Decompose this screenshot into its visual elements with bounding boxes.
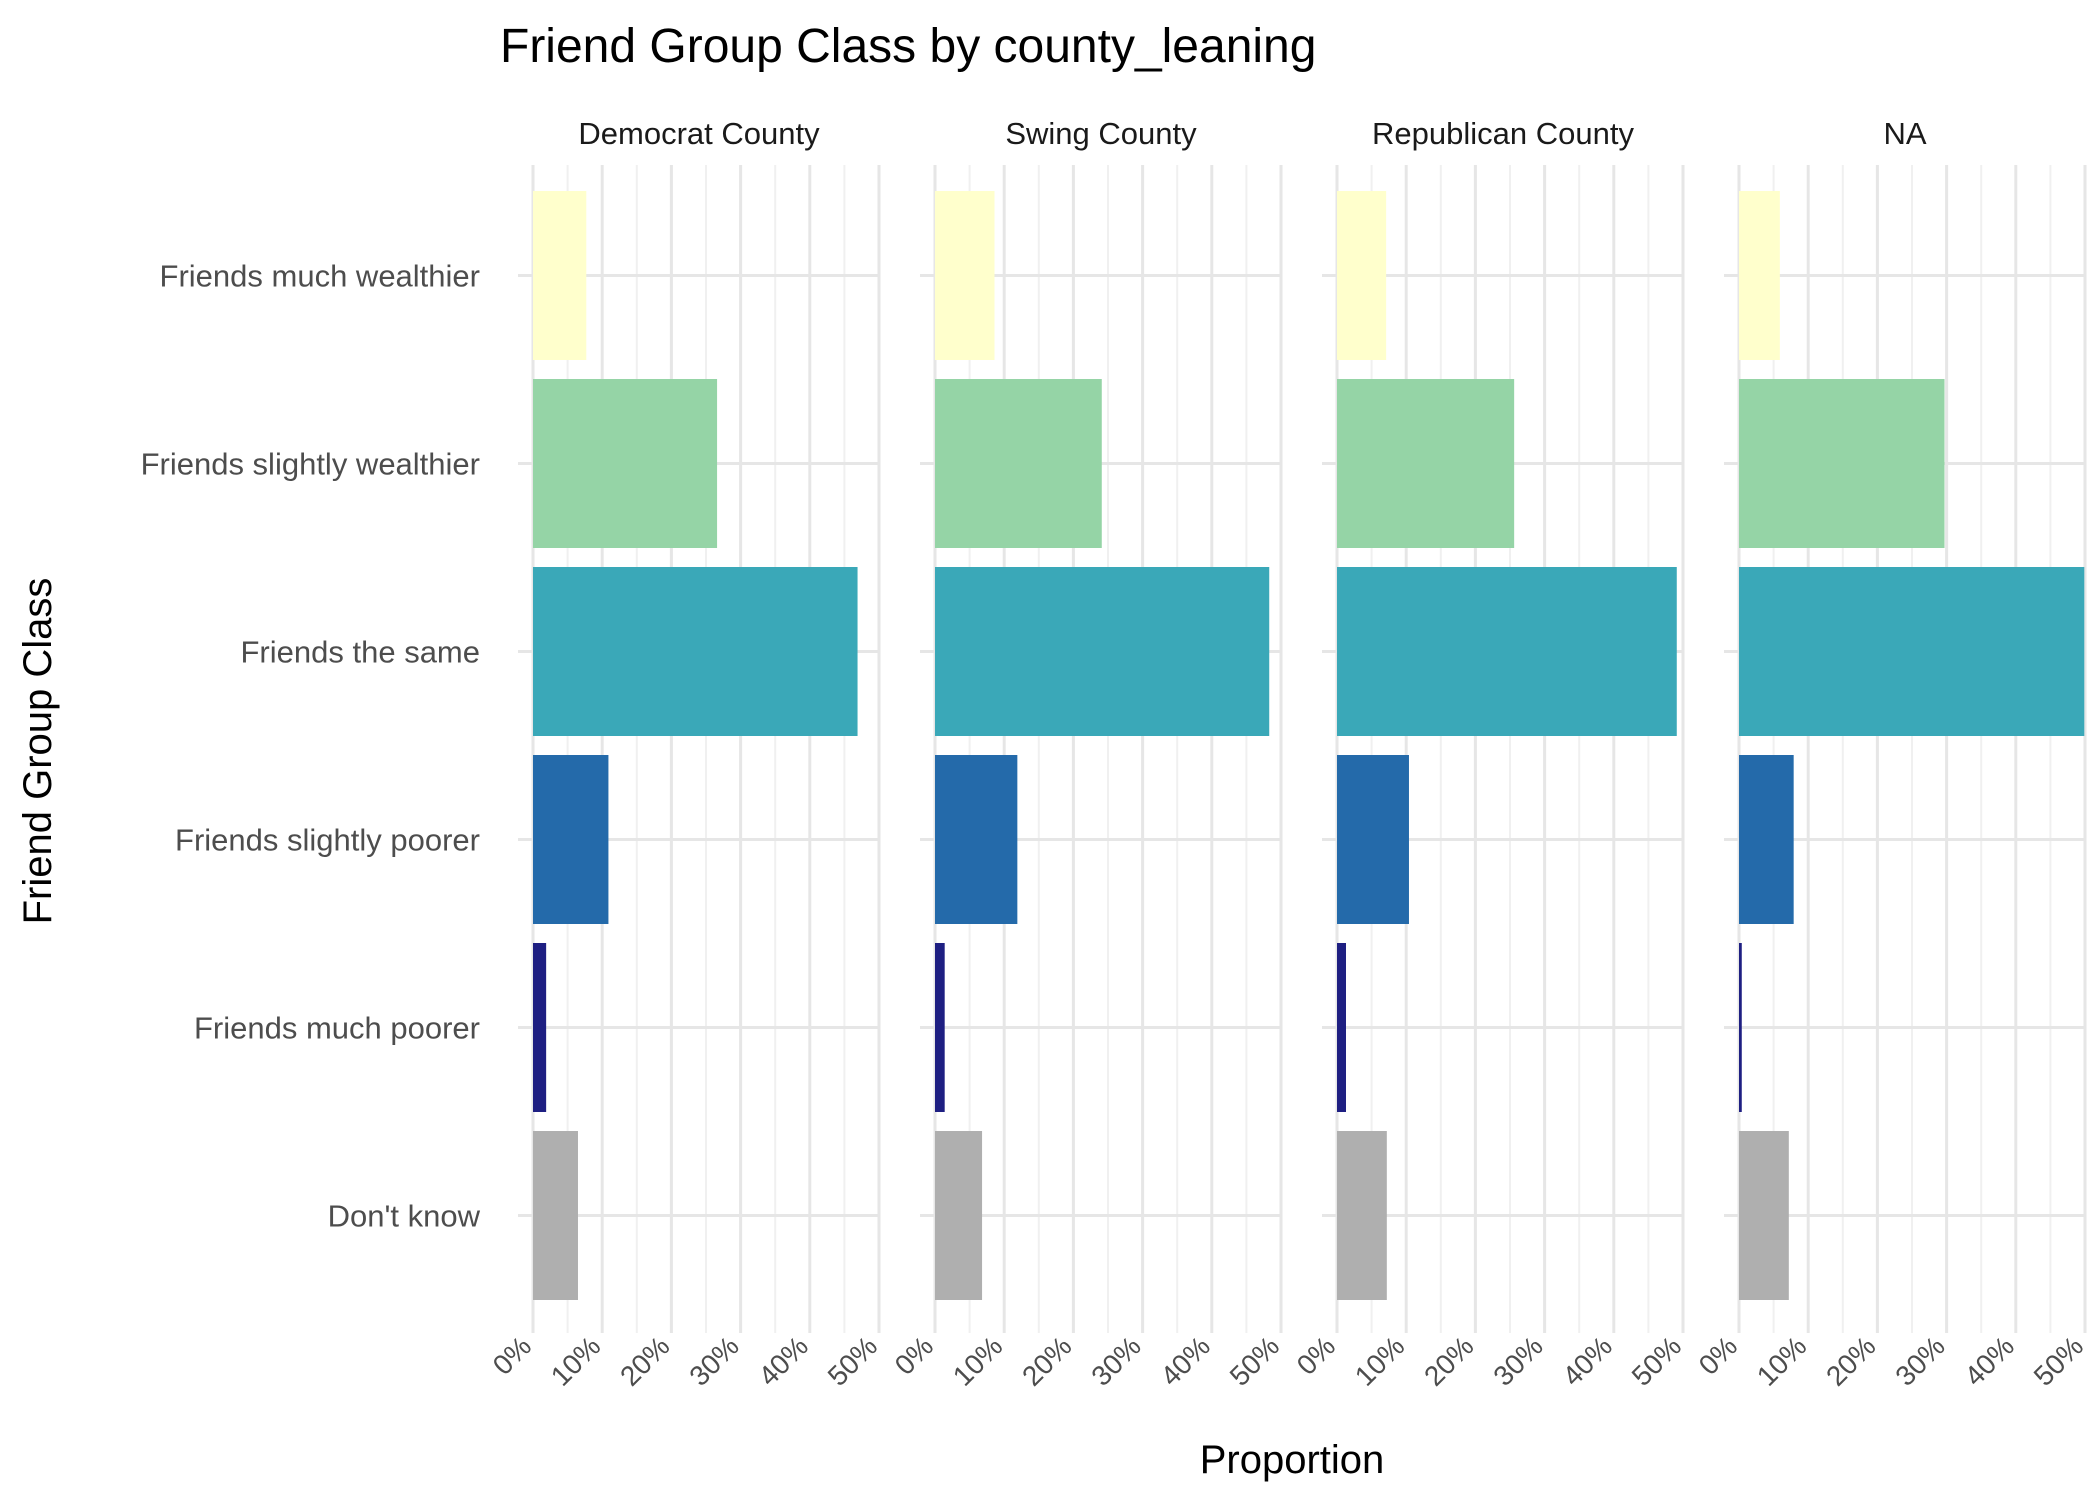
bar-don-t-know: [1337, 1131, 1387, 1300]
y-tick-label-friends-much-poorer: Friends much poorer: [194, 1011, 480, 1046]
bar-friends-the-same: [1739, 567, 2085, 736]
x-tick-label: 40%: [1556, 1330, 1618, 1392]
bar-friends-much-poorer: [935, 943, 945, 1112]
y-tick-label-friends-the-same: Friends the same: [241, 635, 481, 670]
y-axis-labels: Friends much wealthier Friends slightly w…: [141, 259, 481, 1234]
x-tick-label: 20%: [1016, 1330, 1078, 1392]
bar-friends-much-wealthier: [935, 191, 995, 360]
bar-friends-slightly-poorer: [1739, 755, 1794, 924]
bar-friends-slightly-poorer: [1337, 755, 1409, 924]
bar-friends-much-wealthier: [1337, 191, 1387, 360]
x-tick-label: 0%: [487, 1330, 538, 1381]
x-tick-label: 40%: [752, 1330, 814, 1392]
y-tick-label-friends-slightly-poorer: Friends slightly poorer: [175, 823, 480, 858]
facet-panel-swing-county: Swing County 0% 10% 20% 30% 40% 50%: [889, 116, 1286, 1392]
x-tick-label: 30%: [1487, 1330, 1549, 1392]
x-tick-label: 0%: [889, 1330, 940, 1381]
x-tick-label: 40%: [1154, 1330, 1216, 1392]
facet-strip-label: Swing County: [1005, 116, 1197, 151]
chart-title: Friend Group Class by county_leaning: [500, 20, 1316, 73]
bar-friends-the-same: [1337, 567, 1677, 736]
y-axis-title: Friend Group Class: [16, 578, 60, 925]
x-tick-label: 20%: [1820, 1330, 1882, 1392]
y-tick-label-friends-slightly-wealthier: Friends slightly wealthier: [141, 447, 480, 482]
x-axis-title: Proportion: [1200, 1438, 1385, 1482]
x-tick-label: 30%: [1889, 1330, 1951, 1392]
facet-strip-label: Democrat County: [578, 116, 820, 151]
facet-panel-na: NA 0% 10% 20% 30% 40% 50%: [1693, 116, 2090, 1392]
x-tick-label: 30%: [683, 1330, 745, 1392]
bar-friends-much-wealthier: [1739, 191, 1780, 360]
bar-friends-much-wealthier: [533, 191, 587, 360]
x-tick-label: 50%: [1224, 1330, 1286, 1392]
bar-friends-slightly-poorer: [935, 755, 1018, 924]
bar-don-t-know: [1739, 1131, 1789, 1300]
facet-strip-label: NA: [1883, 116, 1926, 151]
facet-panel-democrat-county: Democrat County 0% 10% 20% 30% 40% 50%: [487, 116, 884, 1392]
bar-friends-the-same: [935, 567, 1270, 736]
x-tick-label: 50%: [2028, 1330, 2090, 1392]
facet-strip-label: Republican County: [1372, 116, 1634, 151]
bar-friends-the-same: [533, 567, 858, 736]
x-tick-label: 20%: [1418, 1330, 1480, 1392]
x-tick-label: 10%: [1349, 1330, 1411, 1392]
bar-friends-slightly-wealthier: [935, 379, 1102, 548]
facet-panel-republican-county: Republican County 0% 10% 20% 30% 40% 50%: [1291, 116, 1688, 1392]
bar-friends-much-poorer: [1337, 943, 1346, 1112]
bar-don-t-know: [935, 1131, 983, 1300]
bar-don-t-know: [533, 1131, 578, 1300]
x-tick-label: 20%: [614, 1330, 676, 1392]
x-tick-label: 10%: [947, 1330, 1009, 1392]
y-tick-label-friends-much-wealthier: Friends much wealthier: [160, 259, 480, 294]
bar-friends-slightly-wealthier: [533, 379, 718, 548]
x-tick-label: 50%: [822, 1330, 884, 1392]
bar-friends-slightly-wealthier: [1739, 379, 1945, 548]
x-tick-label: 40%: [1958, 1330, 2020, 1392]
bar-friends-much-poorer: [533, 943, 547, 1112]
bar-friends-slightly-poorer: [533, 755, 609, 924]
x-tick-label: 30%: [1085, 1330, 1147, 1392]
x-tick-label: 10%: [1751, 1330, 1813, 1392]
x-tick-label: 50%: [1626, 1330, 1688, 1392]
x-tick-label: 10%: [545, 1330, 607, 1392]
bar-friends-much-poorer: [1739, 943, 1742, 1112]
bar-friends-slightly-wealthier: [1337, 379, 1515, 548]
x-tick-label: 0%: [1693, 1330, 1744, 1381]
x-tick-label: 0%: [1291, 1330, 1342, 1381]
y-tick-label-don-t-know: Don't know: [328, 1199, 481, 1234]
